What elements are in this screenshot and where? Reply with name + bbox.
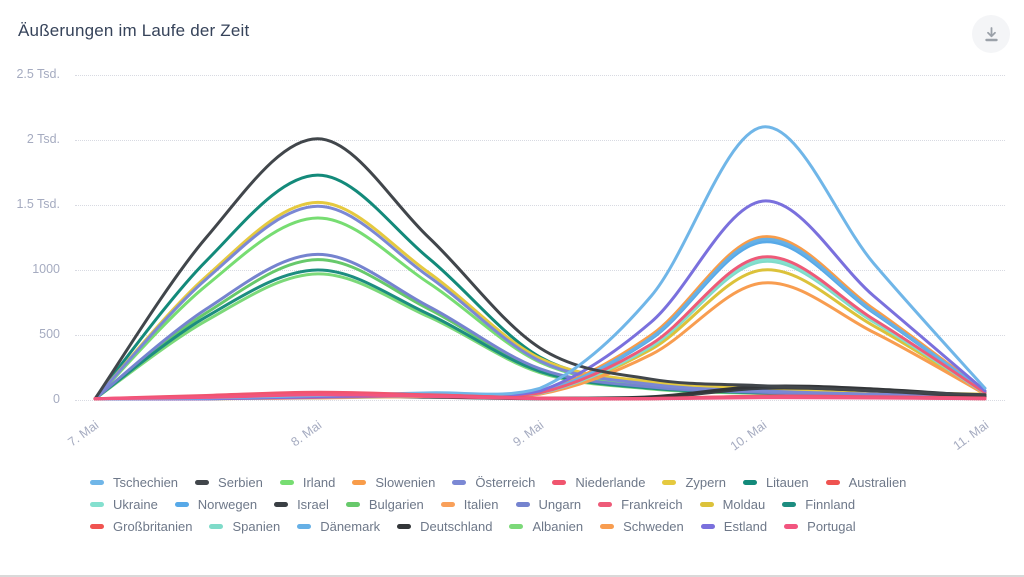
legend-item-finnland[interactable]: Finnland bbox=[782, 497, 855, 512]
legend-item-ungarn[interactable]: Ungarn bbox=[515, 497, 582, 512]
legend-swatch bbox=[279, 480, 294, 485]
legend-item-irland[interactable]: Irland bbox=[279, 475, 336, 490]
legend-swatch bbox=[552, 480, 567, 485]
legend-swatch bbox=[742, 480, 757, 485]
legend-swatch bbox=[195, 480, 210, 485]
legend-label: Großbritanien bbox=[113, 519, 193, 534]
legend-label: Dänemark bbox=[320, 519, 381, 534]
legend-label: Slowenien bbox=[375, 475, 436, 490]
legend-item-slowenien[interactable]: Slowenien bbox=[352, 475, 435, 490]
legend-swatch bbox=[90, 502, 104, 507]
legend-item-bulgarien[interactable]: Bulgarien bbox=[345, 497, 424, 512]
legend-label: Ukraine bbox=[113, 497, 158, 512]
legend-item-australien[interactable]: Australien bbox=[825, 475, 907, 490]
legend-swatch bbox=[90, 524, 104, 529]
legend-swatch bbox=[352, 480, 367, 485]
legend-item-zypern[interactable]: Zypern bbox=[662, 475, 726, 490]
legend-swatch bbox=[825, 480, 840, 485]
legend-item-ukraine[interactable]: Ukraine bbox=[90, 497, 158, 512]
legend-swatch bbox=[397, 524, 412, 529]
legend-label: Niederlande bbox=[575, 475, 646, 490]
legend-swatch bbox=[297, 524, 312, 529]
legend-item-spanien[interactable]: Spanien bbox=[209, 519, 280, 534]
legend-label: Serbien bbox=[218, 475, 263, 490]
legend-label: Estland bbox=[723, 519, 768, 534]
legend-row: Tschechien Serbien Irland Slowenien Österrei… bbox=[90, 475, 906, 490]
legend-label: Spanien bbox=[232, 519, 281, 534]
legend-swatch bbox=[598, 502, 613, 507]
legend-label: Moldau bbox=[722, 497, 766, 512]
legend-item-albanien[interactable]: Albanien bbox=[509, 519, 583, 534]
legend-swatch bbox=[509, 524, 524, 529]
legend-swatch bbox=[782, 502, 797, 507]
legend-label: Frankreich bbox=[621, 497, 683, 512]
legend-label: Zypern bbox=[685, 475, 726, 490]
legend-swatch bbox=[699, 502, 714, 507]
legend-label: Irland bbox=[302, 475, 336, 490]
legend-label: Israel bbox=[297, 497, 329, 512]
legend-label: Schweden bbox=[623, 519, 684, 534]
legend-swatch bbox=[345, 502, 360, 507]
legend-label: Bulgarien bbox=[368, 497, 424, 512]
legend-item-litauen[interactable]: Litauen bbox=[742, 475, 809, 490]
legend-label: Österreich bbox=[475, 475, 536, 490]
legend-label: Australien bbox=[848, 475, 907, 490]
legend-item-schweden[interactable]: Schweden bbox=[600, 519, 684, 534]
legend-label: Italien bbox=[463, 497, 499, 512]
legend-item-frankreich[interactable]: Frankreich bbox=[598, 497, 683, 512]
legend-label: Finnland bbox=[805, 497, 856, 512]
legend-swatch bbox=[784, 524, 799, 529]
legend-item-norwegen[interactable]: Norwegen bbox=[174, 497, 258, 512]
legend-row: Großbritanien Spanien Dänemark Deutschland A… bbox=[90, 519, 906, 534]
legend-label: Deutschland bbox=[420, 519, 493, 534]
legend-item-deutschland[interactable]: Deutschland bbox=[397, 519, 492, 534]
legend-swatch bbox=[440, 502, 455, 507]
legend-item-grossbritanien[interactable]: Großbritanien bbox=[90, 519, 192, 534]
legend-item-niederlande[interactable]: Niederlande bbox=[552, 475, 645, 490]
legend-item-portugal[interactable]: Portugal bbox=[784, 519, 856, 534]
legend-swatch bbox=[700, 524, 715, 529]
legend-item-serbien[interactable]: Serbien bbox=[195, 475, 263, 490]
legend-item-daenemark[interactable]: Dänemark bbox=[297, 519, 380, 534]
legend-swatch bbox=[662, 480, 677, 485]
legend-item-italien[interactable]: Italien bbox=[440, 497, 499, 512]
legend-item-estland[interactable]: Estland bbox=[700, 519, 768, 534]
legend-label: Litauen bbox=[765, 475, 809, 490]
legend-swatch bbox=[90, 480, 104, 485]
legend-swatch bbox=[600, 524, 615, 529]
legend-swatch bbox=[515, 502, 530, 507]
mentions-over-time-chart[interactable]: 050010001.5 Tsd.2 Tsd.2.5 Tsd. 7. Mai8. … bbox=[0, 0, 1024, 460]
legend-label: Ungarn bbox=[538, 497, 582, 512]
legend-swatch bbox=[174, 502, 189, 507]
legend-item-israel[interactable]: Israel bbox=[274, 497, 329, 512]
legend-label: Norwegen bbox=[197, 497, 258, 512]
legend-item-moldau[interactable]: Moldau bbox=[699, 497, 766, 512]
legend-label: Albanien bbox=[532, 519, 584, 534]
legend-label: Tschechien bbox=[113, 475, 179, 490]
chart-legend: Tschechien Serbien Irland Slowenien Österrei… bbox=[90, 475, 906, 534]
legend-swatch bbox=[274, 502, 289, 507]
legend-swatch bbox=[209, 524, 224, 529]
chart-canvas[interactable] bbox=[0, 0, 1024, 460]
legend-item-tschechien[interactable]: Tschechien bbox=[90, 475, 178, 490]
legend-row: Ukraine Norwegen Israel Bulgarien Italien Ung… bbox=[90, 497, 906, 512]
legend-label: Portugal bbox=[807, 519, 856, 534]
bottom-divider bbox=[0, 575, 1024, 577]
legend-item-oesterreich[interactable]: Österreich bbox=[452, 475, 535, 490]
legend-swatch bbox=[452, 480, 467, 485]
